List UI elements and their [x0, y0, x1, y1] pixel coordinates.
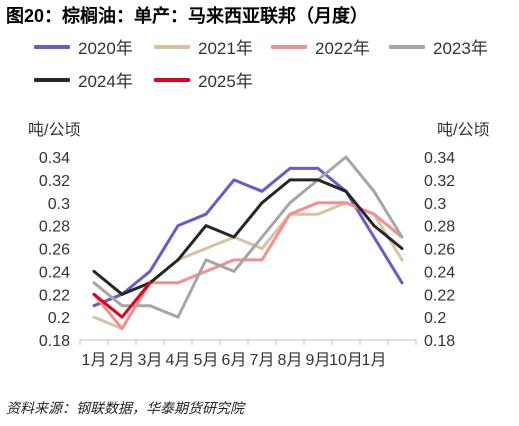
x-tick-label: 1月	[362, 352, 387, 369]
series-line-2024	[92, 178, 404, 296]
series-line-2025	[92, 281, 152, 319]
y-tick-label-right: 0.32	[424, 173, 455, 190]
x-tick-label: 4月	[166, 352, 191, 369]
legend-swatch-2024	[34, 77, 70, 82]
legend-item-2021: 2021年	[154, 34, 253, 59]
legend-swatch-2023	[389, 44, 425, 49]
legend-swatch-2020	[34, 44, 70, 49]
legend-label-2021: 2021年	[198, 39, 253, 58]
x-tick-label: 1月	[82, 352, 107, 369]
x-tick-label: 10月	[329, 352, 363, 369]
axes: 0.18 0.18 0.2 0.2 0.22 0.22 0.24 0.24 0.26 0.26 0.…	[39, 150, 455, 369]
y-tick-label-left: 0.34	[39, 150, 70, 167]
x-tick-label: 2月	[110, 352, 135, 369]
y-tick-label-left: 0.24	[39, 264, 70, 281]
y-tick-label-right: 0.28	[424, 219, 455, 236]
x-tick-label: 8月	[278, 352, 303, 369]
source-note: 资料来源：钢联数据，华泰期货研究院	[6, 400, 244, 416]
y-tick-label-right: 0.34	[424, 150, 455, 167]
chart-title: 图20：棕榈油：单产：马来西亚联邦（月度）	[6, 6, 369, 26]
series-line-2020	[92, 166, 404, 308]
y-tick-label-left: 0.22	[39, 287, 70, 304]
y-tick-label-right: 0.26	[424, 242, 455, 259]
legend-swatch-2022	[271, 44, 307, 49]
y-tick-label-left: 0.18	[39, 333, 70, 350]
y-axis-left-unit: 吨/公顷	[28, 122, 81, 139]
x-tick-label: 3月	[138, 352, 163, 369]
y-tick-label-left: 0.28	[39, 219, 70, 236]
legend-item-2022: 2022年	[271, 34, 370, 59]
legend-label-2024: 2024年	[78, 72, 133, 91]
y-tick-label-right: 0.24	[424, 264, 455, 281]
legend-swatch-2025	[154, 77, 190, 82]
x-tick-label: 9月	[306, 352, 331, 369]
legend-item-2020: 2020年	[34, 34, 133, 59]
legend-label-2023: 2023年	[433, 39, 488, 58]
legend-item-2023: 2023年	[389, 34, 488, 59]
y-tick-label-left: 0.26	[39, 242, 70, 259]
legend-item-2025: 2025年	[154, 67, 253, 92]
y-tick-label-right: 0.22	[424, 287, 455, 304]
legend-label-2025: 2025年	[198, 72, 253, 91]
legend-label-2022: 2022年	[315, 39, 370, 58]
legend-item-2024: 2024年	[34, 67, 133, 92]
legend-swatch-2021	[154, 44, 190, 49]
y-tick-label-left: 0.32	[39, 173, 70, 190]
y-tick-label-left: 0.2	[48, 310, 70, 327]
y-tick-label-right: 0.2	[424, 310, 446, 327]
y-tick-label-right: 0.18	[424, 333, 455, 350]
y-axis-right-unit: 吨/公顷	[437, 122, 490, 139]
x-tick-label: 7月	[250, 352, 275, 369]
series-line-2023	[92, 155, 404, 319]
x-tick-label: 5月	[194, 352, 219, 369]
y-tick-label-left: 0.3	[48, 196, 70, 213]
series-lines	[92, 155, 404, 331]
x-tick-label: 6月	[222, 352, 247, 369]
legend-label-2020: 2020年	[78, 39, 133, 58]
y-tick-label-right: 0.3	[424, 196, 446, 213]
